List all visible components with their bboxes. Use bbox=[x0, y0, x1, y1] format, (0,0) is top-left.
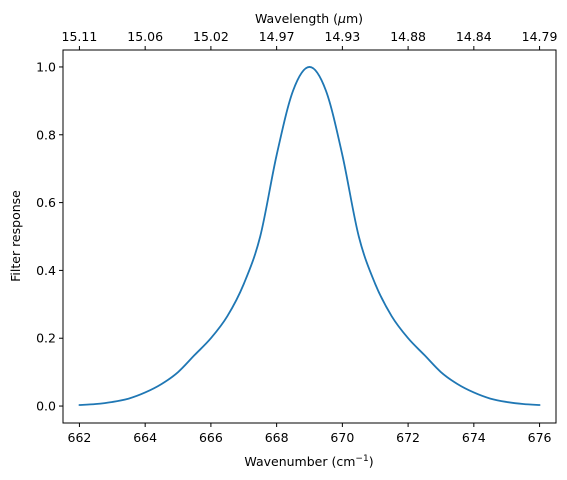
x-tick-label: 670 bbox=[330, 430, 354, 445]
series-line-filter-response bbox=[78, 66, 541, 406]
y-tick-label: 0.8 bbox=[36, 127, 56, 142]
x-tick-label: 668 bbox=[265, 430, 289, 445]
top-x-tick-label: 14.97 bbox=[259, 29, 295, 44]
y-axis-label: Filter response bbox=[8, 190, 23, 282]
y-tick-label: 1.0 bbox=[36, 59, 56, 74]
y-tick-label: 0.6 bbox=[36, 195, 56, 210]
top-x-tick-label: 14.84 bbox=[456, 29, 492, 44]
x-tick-label: 676 bbox=[528, 430, 552, 445]
x-tick-label: 666 bbox=[199, 430, 223, 445]
y-tick-label: 0.0 bbox=[36, 399, 56, 414]
top-x-tick-label: 14.93 bbox=[324, 29, 360, 44]
top-x-tick-label: 14.88 bbox=[390, 29, 426, 44]
y-axis: 0.0 0.2 0.4 0.6 0.8 1.0 bbox=[36, 59, 63, 414]
x-tick-label: 674 bbox=[462, 430, 486, 445]
x-tick-label: 662 bbox=[68, 430, 92, 445]
top-x-axis-label: Wavelength (μm) bbox=[255, 11, 363, 26]
x-tick-label: 664 bbox=[133, 430, 157, 445]
top-x-tick-label: 15.11 bbox=[62, 29, 98, 44]
y-tick-label: 0.2 bbox=[36, 331, 56, 346]
x-axis-label: Wavenumber (cm−1) bbox=[244, 454, 373, 469]
top-x-tick-label: 14.79 bbox=[522, 29, 558, 44]
y-tick-label: 0.4 bbox=[36, 263, 56, 278]
top-x-tick-label: 15.06 bbox=[127, 29, 163, 44]
top-x-axis: 15.11 15.06 15.02 14.97 14.93 14.88 14.84 14.79 bbox=[62, 29, 558, 50]
x-tick-label: 672 bbox=[396, 430, 420, 445]
plot-area bbox=[62, 49, 557, 424]
axes-frame bbox=[62, 49, 557, 424]
x-axis: 662 664 666 668 670 672 674 676 bbox=[68, 423, 552, 445]
top-x-tick-label: 15.02 bbox=[193, 29, 229, 44]
